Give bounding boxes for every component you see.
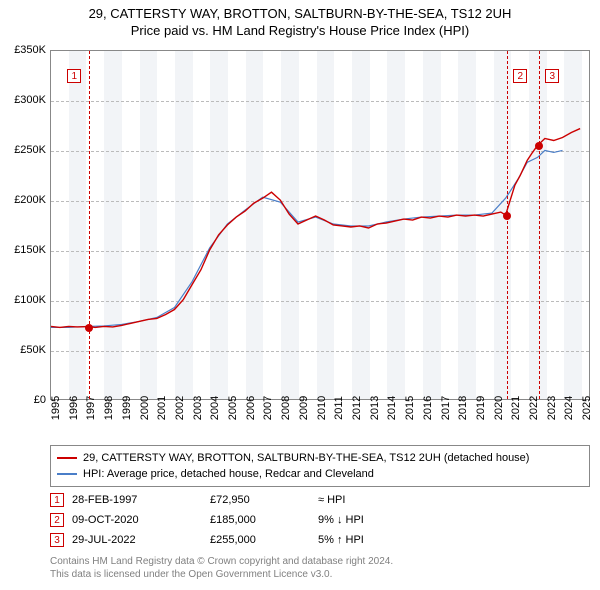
sale-hpi-comparison: 5% ↑ HPI [318,534,590,546]
legend-label: 29, CATTERSTY WAY, BROTTON, SALTBURN-BY-… [83,450,529,466]
x-tick-label: 2013 [369,396,381,420]
legend-swatch [57,473,77,475]
chart-plot-area: 1 2 3 [50,50,590,400]
x-tick-label: 1996 [68,396,80,420]
x-tick-label: 2003 [192,396,204,420]
legend-row: 29, CATTERSTY WAY, BROTTON, SALTBURN-BY-… [57,450,583,466]
y-tick-label: £100K [14,294,46,306]
x-tick-label: 2019 [475,396,487,420]
x-tick-label: 2009 [298,396,310,420]
sale-data-point [85,324,93,332]
x-tick-label: 2023 [546,396,558,420]
sale-row: 2 09-OCT-2020 £185,000 9% ↓ HPI [50,510,590,530]
sale-data-point [535,142,543,150]
sale-price: £185,000 [210,514,310,526]
x-tick-label: 2025 [581,396,593,420]
sale-marker-line [507,51,508,399]
sale-date: 09-OCT-2020 [72,514,202,526]
sale-marker-badge: 1 [67,69,81,83]
x-tick-label: 2022 [528,396,540,420]
x-axis-labels: 1995199619971998199920002001200220032004… [50,402,590,442]
legend-label: HPI: Average price, detached house, Redc… [83,466,374,482]
legend-box: 29, CATTERSTY WAY, BROTTON, SALTBURN-BY-… [50,445,590,487]
x-tick-label: 2006 [245,396,257,420]
legend-row: HPI: Average price, detached house, Redc… [57,466,583,482]
x-tick-label: 2014 [386,396,398,420]
x-tick-label: 2016 [422,396,434,420]
sale-badge: 3 [50,533,64,547]
x-tick-label: 2015 [404,396,416,420]
sales-table: 1 28-FEB-1997 £72,950 ≈ HPI 2 09-OCT-2020 £185… [50,490,590,550]
x-tick-label: 2002 [174,396,186,420]
sale-badge: 1 [50,493,64,507]
x-tick-label: 2001 [156,396,168,420]
x-tick-label: 2007 [262,396,274,420]
sale-date: 29-JUL-2022 [72,534,202,546]
x-tick-label: 1995 [50,396,62,420]
x-tick-label: 2021 [510,396,522,420]
x-tick-label: 2010 [316,396,328,420]
y-axis-labels: £0£50K£100K£150K£200K£250K£300K£350K [0,50,48,400]
sale-badge: 2 [50,513,64,527]
sale-marker-line [539,51,540,399]
x-tick-label: 2008 [280,396,292,420]
y-tick-label: £50K [20,344,46,356]
sale-hpi-comparison: ≈ HPI [318,494,590,506]
legend-swatch [57,457,77,459]
series_hpi-line [51,150,562,327]
y-tick-label: £0 [34,394,46,406]
chart-lines-svg [51,51,589,399]
sale-data-point [503,212,511,220]
y-tick-label: £300K [14,94,46,106]
x-tick-label: 1999 [121,396,133,420]
y-tick-label: £200K [14,194,46,206]
y-tick-label: £150K [14,244,46,256]
x-tick-label: 2024 [563,396,575,420]
sale-row: 3 29-JUL-2022 £255,000 5% ↑ HPI [50,530,590,550]
x-tick-label: 2020 [493,396,505,420]
x-tick-label: 2004 [209,396,221,420]
sale-date: 28-FEB-1997 [72,494,202,506]
x-tick-label: 2000 [139,396,151,420]
sale-price: £255,000 [210,534,310,546]
series_property-line [51,129,580,328]
sale-marker-badge: 3 [545,69,559,83]
chart-title: 29, CATTERSTY WAY, BROTTON, SALTBURN-BY-… [0,6,600,21]
y-tick-label: £250K [14,144,46,156]
chart-container: 29, CATTERSTY WAY, BROTTON, SALTBURN-BY-… [0,0,600,590]
title-block: 29, CATTERSTY WAY, BROTTON, SALTBURN-BY-… [0,0,600,38]
sale-row: 1 28-FEB-1997 £72,950 ≈ HPI [50,490,590,510]
sale-marker-line [89,51,90,399]
attribution-line-1: Contains HM Land Registry data © Crown c… [50,555,393,568]
x-tick-label: 1997 [85,396,97,420]
chart-subtitle: Price paid vs. HM Land Registry's House … [0,23,600,38]
attribution-text: Contains HM Land Registry data © Crown c… [50,555,393,581]
sale-hpi-comparison: 9% ↓ HPI [318,514,590,526]
sale-price: £72,950 [210,494,310,506]
x-tick-label: 2012 [351,396,363,420]
x-tick-label: 2018 [457,396,469,420]
x-tick-label: 2017 [440,396,452,420]
x-tick-label: 1998 [103,396,115,420]
attribution-line-2: This data is licensed under the Open Gov… [50,568,393,581]
x-tick-label: 2005 [227,396,239,420]
y-tick-label: £350K [14,44,46,56]
x-tick-label: 2011 [333,396,345,420]
sale-marker-badge: 2 [513,69,527,83]
